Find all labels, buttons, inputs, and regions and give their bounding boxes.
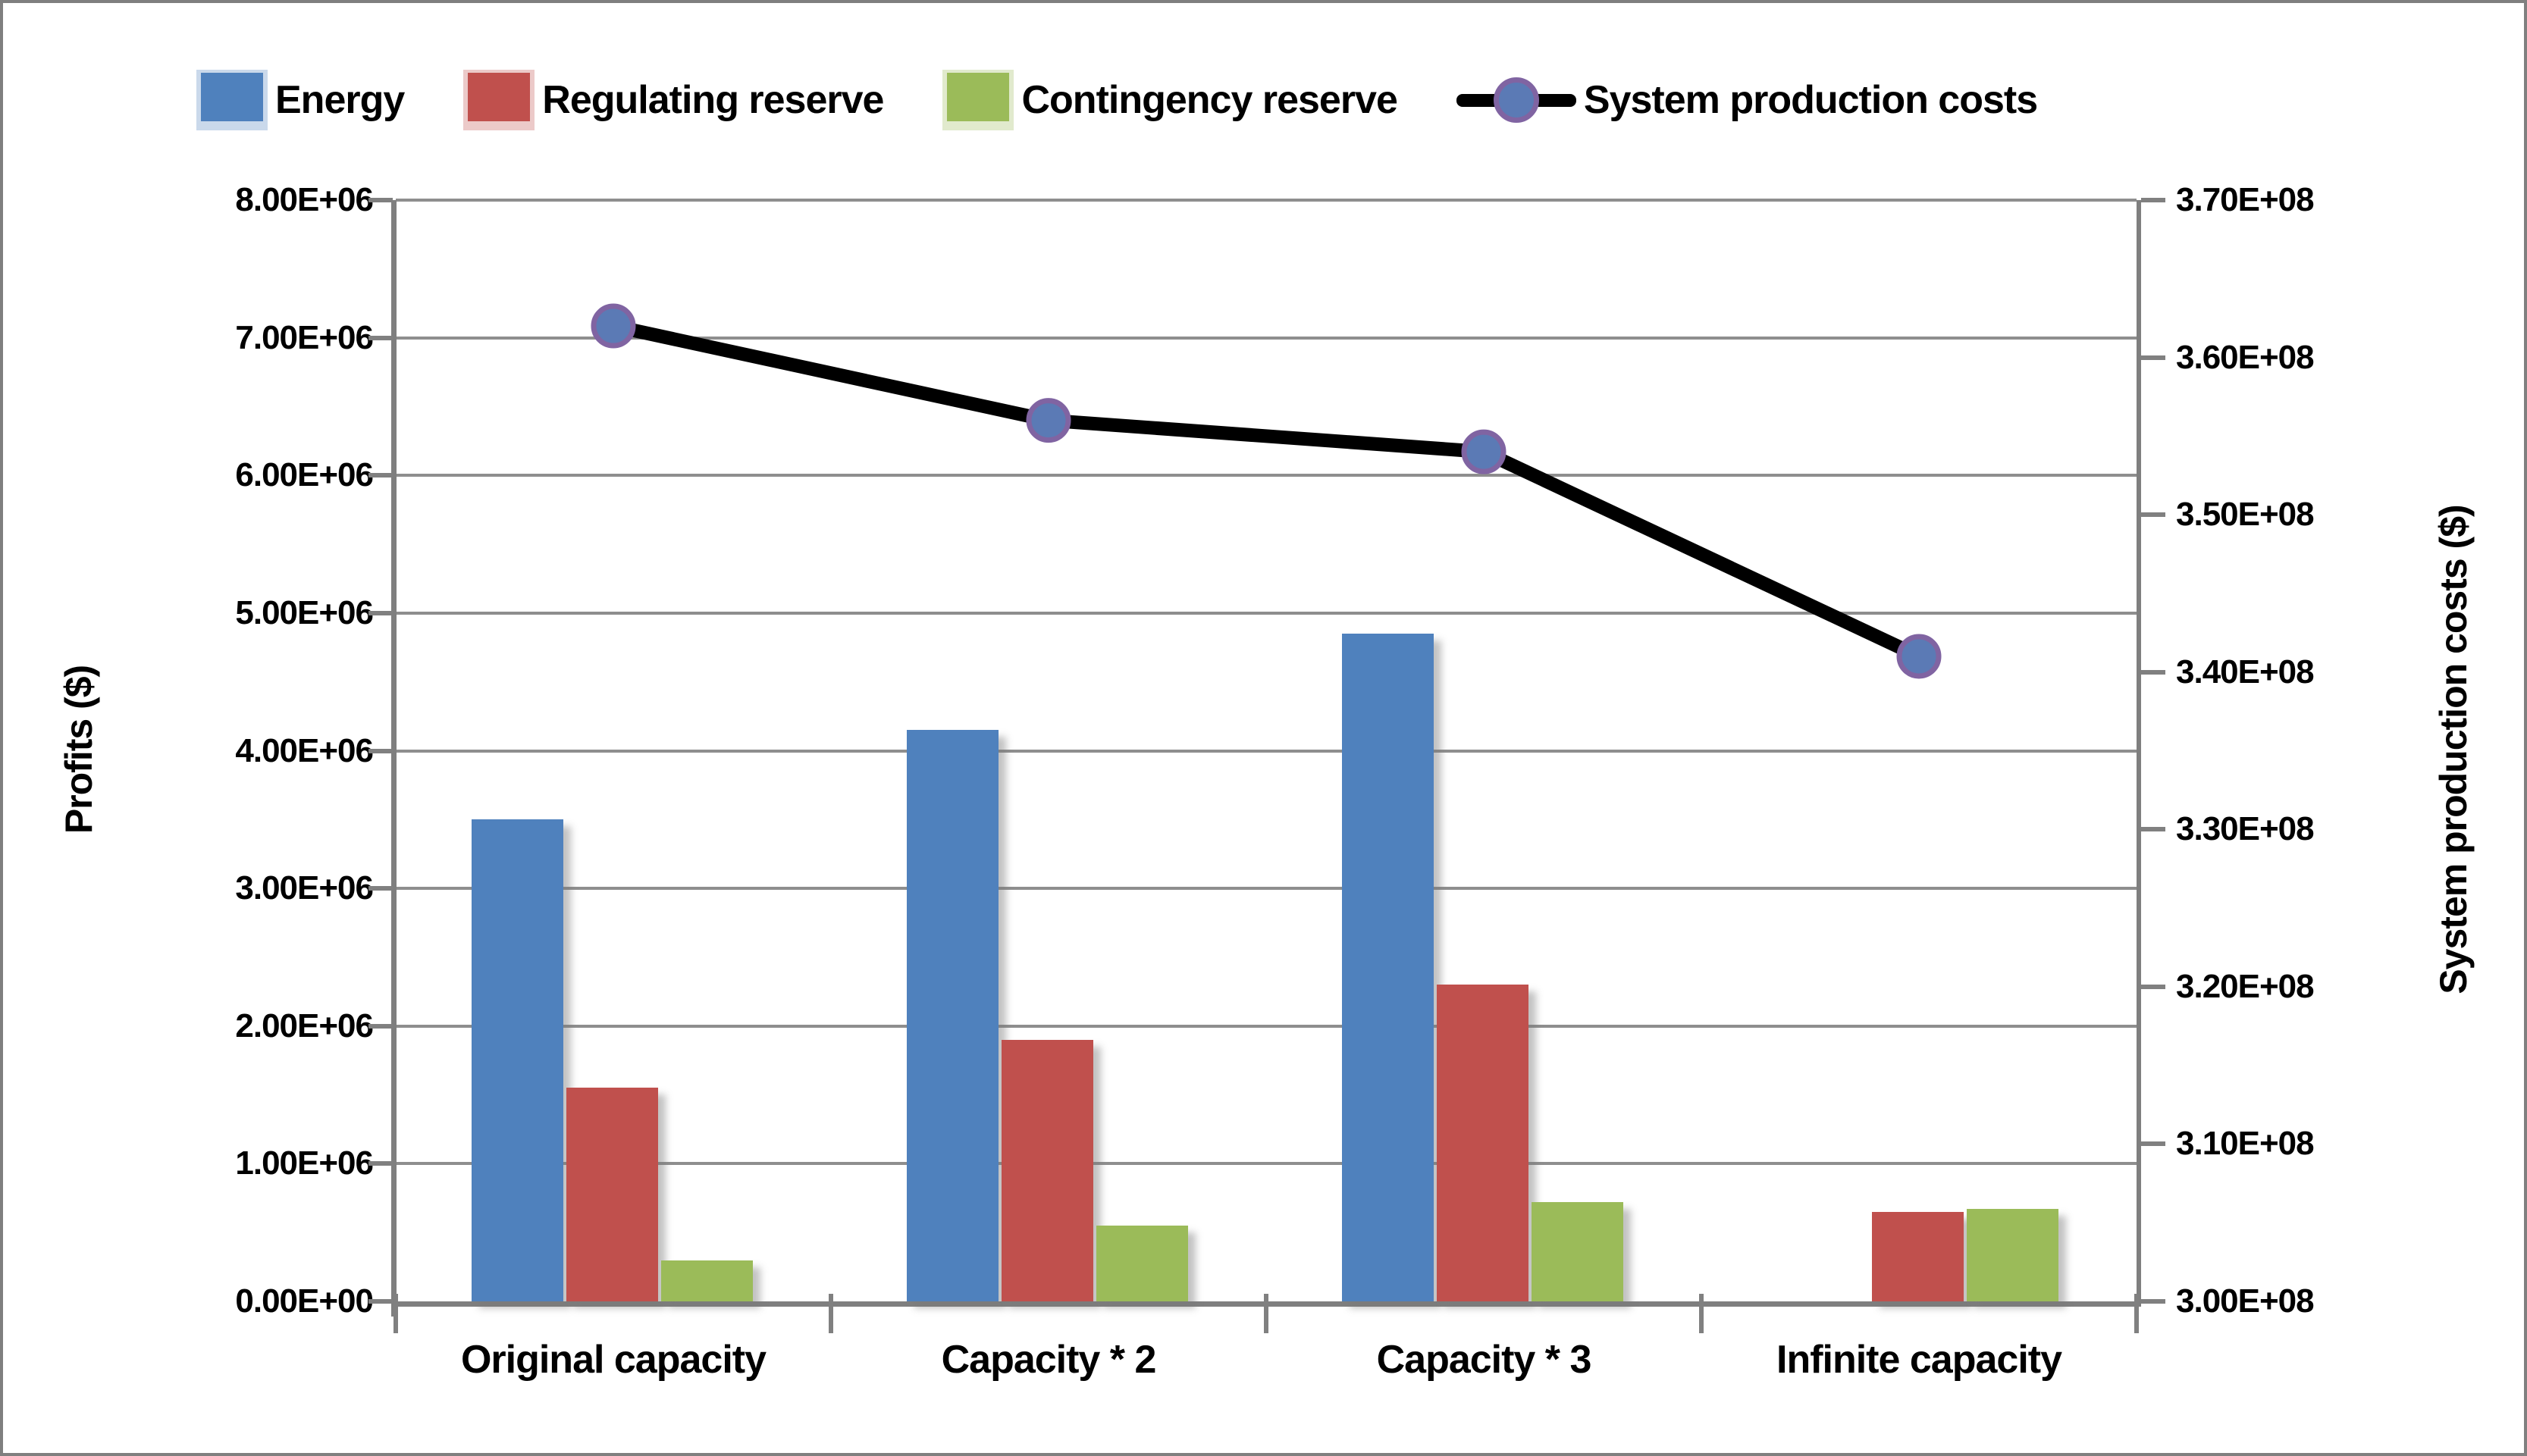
- right-axis-tick-label: 3.70E+08: [2176, 181, 2315, 218]
- right-axis-tick: [2141, 1299, 2165, 1304]
- gridline: [396, 611, 2137, 615]
- legend-item-system-production-costs: System production costs: [1456, 71, 2038, 129]
- legend-swatch-regulating-reserve: [468, 73, 531, 121]
- line-series: [612, 319, 1922, 663]
- gridline: [396, 199, 2137, 202]
- legend-swatch-energy: [201, 73, 263, 121]
- bar-contingency-reserve-1: [660, 1260, 753, 1301]
- left-axis-tick: [368, 473, 393, 478]
- category-axis-tick: [393, 1294, 398, 1333]
- line-series-layer: [591, 303, 1942, 679]
- left-axis-tick: [368, 886, 393, 891]
- left-axis-tick-label: 0.00E+00: [235, 1282, 374, 1320]
- category-axis-tick: [1264, 1294, 1268, 1333]
- right-axis-tick: [2141, 1141, 2165, 1147]
- right-axis-line: [2137, 200, 2141, 1307]
- bar-contingency-reserve-2: [1096, 1226, 1188, 1301]
- right-axis-tick: [2141, 198, 2165, 202]
- bar-contingency-reserve-3: [1531, 1202, 1623, 1301]
- left-axis-tick: [368, 335, 393, 340]
- legend-line-marker-icon: [1456, 71, 1576, 129]
- gridline: [396, 749, 2137, 753]
- left-axis-line: [391, 200, 397, 1317]
- bar-energy-2: [906, 730, 999, 1301]
- right-axis-tick: [2141, 984, 2165, 989]
- right-axis-tick: [2141, 669, 2165, 675]
- category-label: Capacity * 3: [1376, 1338, 1592, 1382]
- left-axis-tick-label: 4.00E+06: [235, 731, 374, 769]
- legend-marker-icon: [1493, 77, 1539, 123]
- right-axis-tick-label: 3.40E+08: [2176, 653, 2315, 690]
- legend-label: Energy: [275, 78, 405, 122]
- left-axis-tick-label: 5.00E+06: [235, 593, 374, 631]
- category-axis-tick: [1699, 1294, 1704, 1333]
- legend-label: Regulating reserve: [542, 78, 884, 122]
- legend-swatch-wrap: [942, 70, 1014, 130]
- left-axis-tick-label: 3.00E+06: [235, 869, 374, 907]
- left-axis-tick: [368, 1023, 393, 1029]
- left-axis-title: Profits ($): [58, 665, 100, 834]
- bar-energy-3: [1341, 634, 1434, 1301]
- right-axis-tick-label: 3.10E+08: [2176, 1125, 2315, 1163]
- right-axis-tick-label: 3.30E+08: [2176, 810, 2315, 848]
- right-axis-tick: [2141, 827, 2165, 832]
- line-marker: [1896, 634, 1942, 679]
- category-label: Original capacity: [460, 1338, 767, 1382]
- legend-label: Contingency reserve: [1021, 78, 1397, 122]
- legend-item-regulating-reserve: Regulating reserve: [463, 70, 884, 130]
- right-axis-tick: [2141, 512, 2165, 518]
- gridline: [396, 336, 2137, 340]
- right-axis-tick: [2141, 355, 2165, 360]
- line-marker: [1461, 429, 1506, 474]
- bar-regulating-reserve-3: [1436, 985, 1528, 1301]
- left-axis-tick: [368, 1161, 393, 1166]
- left-axis-tick-label: 8.00E+06: [235, 181, 374, 218]
- left-axis-tick: [368, 748, 393, 753]
- category-label: Capacity * 2: [941, 1338, 1157, 1382]
- line-marker: [1026, 398, 1071, 443]
- left-axis-tick: [368, 198, 393, 202]
- left-axis-tick-label: 2.00E+06: [235, 1007, 374, 1044]
- right-axis-title: System production costs ($): [2432, 505, 2475, 994]
- gridline: [396, 474, 2137, 478]
- plot-area: [396, 199, 2137, 1301]
- right-axis-tick-label: 3.20E+08: [2176, 967, 2315, 1005]
- bar-contingency-reserve-4: [1966, 1209, 2058, 1301]
- legend-swatch-wrap: [196, 70, 268, 130]
- right-axis-tick-label: 3.60E+08: [2176, 338, 2315, 376]
- bar-energy-1: [471, 819, 563, 1301]
- gridline: [396, 1162, 2137, 1166]
- legend-swatch-contingency-reserve: [947, 73, 1010, 121]
- bar-regulating-reserve-2: [1001, 1039, 1093, 1301]
- line-marker: [591, 303, 636, 349]
- category-axis-tick: [829, 1294, 833, 1333]
- left-axis-tick: [368, 1299, 393, 1304]
- left-axis-tick-label: 1.00E+06: [235, 1144, 374, 1182]
- left-axis-tick: [368, 610, 393, 615]
- category-label: Infinite capacity: [1776, 1338, 2062, 1382]
- right-axis-tick-label: 3.50E+08: [2176, 496, 2315, 534]
- left-axis-tick-label: 7.00E+06: [235, 318, 374, 356]
- bar-regulating-reserve-4: [1871, 1211, 1964, 1301]
- category-axis-tick: [2134, 1294, 2139, 1333]
- legend-swatch-wrap: [463, 70, 535, 130]
- gridline: [396, 887, 2137, 891]
- gridline: [396, 1024, 2137, 1028]
- right-axis-tick-label: 3.00E+08: [2176, 1282, 2315, 1320]
- legend: Energy Regulating reserve Contingency rese…: [196, 70, 2038, 130]
- left-axis-tick-label: 6.00E+06: [235, 456, 374, 494]
- legend-item-energy: Energy: [196, 70, 405, 130]
- legend-item-contingency-reserve: Contingency reserve: [942, 70, 1398, 130]
- bar-regulating-reserve-1: [566, 1088, 658, 1301]
- legend-label: System production costs: [1583, 78, 2038, 122]
